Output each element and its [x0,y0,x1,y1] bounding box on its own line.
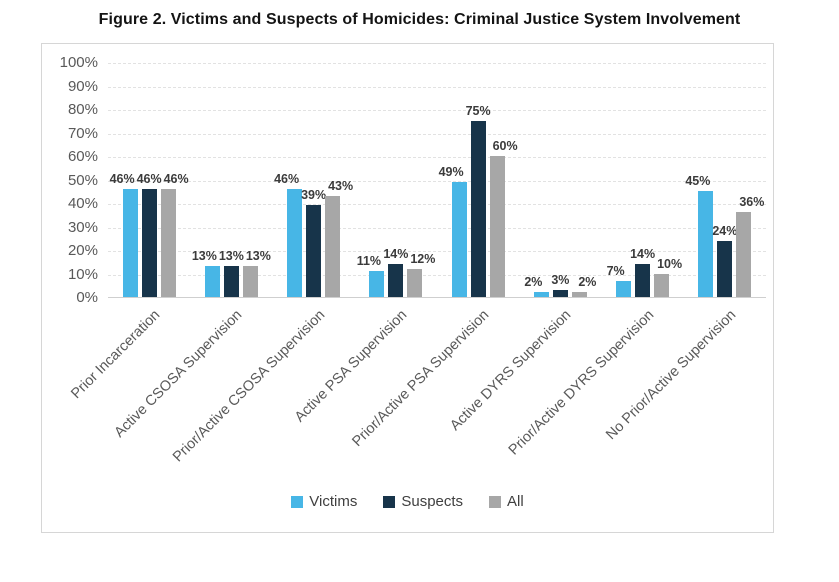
bar-all: 13% [242,249,271,297]
y-axis-tick-label: 90% [67,77,98,95]
bar-group: 11% 14% 12% [355,62,437,297]
bar-group: 7% 14% 10% [602,62,684,297]
chart-frame: 0% 10% 20% 30% 40% 50% 60% 70% 80% 90% 100% 46% 46% 4… [41,43,774,533]
gridline [108,251,766,252]
gridline [108,227,766,229]
legend-item-suspects: Suspects [383,493,463,510]
gridline [108,133,766,135]
legend: Victims Suspects All [42,493,773,510]
bar-value-label: 13% [245,249,271,264]
legend-item-victims: Victims [291,493,357,510]
bar-victims: 46% [274,172,303,297]
bar-value-label: 14% [630,247,656,262]
bar-value-label: 7% [606,263,625,278]
bar-value-label: 3% [551,272,570,287]
bar-value-label: 49% [438,164,464,179]
legend-label: Victims [309,493,358,510]
bar-value-label: 24% [712,223,738,238]
bar-all: 60% [489,139,518,297]
bar-victims: 46% [110,172,138,297]
y-axis-tick-label: 40% [67,195,98,212]
bar-value-label: 46% [136,171,162,186]
bar-suspects: 14% [383,247,408,297]
bar-suspects: 75% [466,104,491,297]
bar-value-label: 2% [578,275,597,290]
plot-area: 0% 10% 20% 30% 40% 50% 60% 70% 80% 90% 100% 46% 46% 4… [60,54,766,465]
bar-suspects: 13% [219,249,244,297]
bar-victims: 2% [524,275,549,297]
legend-swatch-icon [383,495,396,508]
bar-value-label: 2% [524,275,543,290]
legend-label: Suspects [401,493,464,510]
bar-value-label: 45% [685,174,711,189]
bar-victims: 11% [357,254,385,297]
bar-suspects: 3% [551,273,569,297]
bar-value-label: 36% [739,195,765,210]
y-axis-tick-label: 70% [67,124,98,142]
y-axis-tick-label: 60% [67,148,98,165]
gridline [108,180,766,182]
y-axis-tick-label: 80% [67,101,98,118]
y-axis-tick-label: 10% [67,265,98,283]
y-axis-tick-label: 0% [76,289,98,306]
legend-swatch-icon [291,495,304,508]
legend-label: All [507,493,524,510]
bar-value-label: 46% [163,171,189,186]
bar-group: 46% 39% 43% [273,62,355,297]
bar-all: 2% [571,275,596,297]
bar-value-label: 13% [218,249,244,264]
gridline [108,274,766,276]
bar-value-label: 60% [492,139,518,153]
bar-suspects: 24% [712,224,737,297]
legend-swatch-icon [489,495,502,508]
y-axis-tick-label: 30% [67,218,98,236]
bar-value-label: 39% [301,188,327,203]
bar-value-label: 14% [383,247,409,262]
figure-title: Figure 2. Victims and Suspects of Homici… [98,11,741,28]
bar-victims: 13% [192,249,220,297]
gridline [108,110,766,111]
y-axis-tick-label: 20% [67,242,98,259]
y-axis-tick-label: 100% [59,54,98,71]
gridline [108,63,766,64]
bar-all: 12% [407,252,435,297]
bar-victims: 45% [685,174,714,297]
bar-value-label: 46% [109,171,135,186]
legend-item-all: All [489,493,524,510]
bar-suspects: 14% [630,247,655,297]
bar-value-label: 11% [356,254,382,269]
bar-value-label: 10% [657,256,683,271]
gridline [108,204,766,205]
gridline [108,157,766,158]
bar-value-label: 43% [328,178,354,193]
bar-all: 36% [736,195,764,297]
bar-all: 10% [654,257,682,297]
bar-value-label: 46% [274,171,300,186]
bar-group: 2% 3% 2% [519,62,601,297]
bar-suspects: 39% [301,188,326,297]
bar-value-label: 13% [191,249,217,264]
bar-group: 13% 13% 13% [190,62,272,297]
bar-group: 49% 75% 60% [437,62,519,297]
bar-group: 45% 24% 36% [684,62,766,297]
bar-victims: 7% [607,264,632,297]
gridline [108,86,766,88]
bar-value-label: 75% [465,103,491,118]
bar-value-label: 12% [410,251,436,266]
bar-all: 43% [325,179,353,297]
bar-suspects: 46% [137,172,162,297]
bar-all: 46% [160,172,189,297]
bar-group: 46% 46% 46% [108,62,190,297]
bar-victims: 49% [439,165,467,297]
y-axis-tick-label: 50% [67,171,98,189]
